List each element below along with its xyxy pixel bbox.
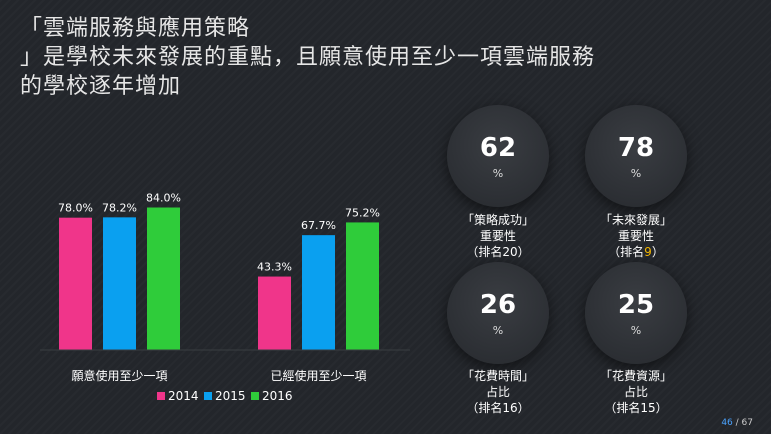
bar-2016-1 — [147, 207, 180, 350]
bar-2015-1 — [103, 217, 136, 350]
page-number: 46 / 67 — [721, 418, 753, 428]
title-line: 「雲端服務與應用策略 — [20, 16, 251, 41]
stat-rank: （排名20） — [466, 245, 530, 259]
stat-label: 「未來發展」 — [599, 213, 672, 227]
stat-caption-resources: 「花費資源」 占比 （排名15） — [566, 368, 706, 416]
data-label: 43.3% — [257, 261, 292, 274]
stat-unit: % — [492, 166, 504, 180]
stat-circle-resources: 25 % — [585, 262, 687, 364]
stat-label: 「花費資源」 — [599, 369, 672, 383]
stat-unit: % — [492, 323, 504, 337]
stat-value: 25 — [617, 289, 655, 320]
stat-label: 「花費時間」 — [461, 369, 534, 383]
legend-swatch — [157, 392, 165, 400]
stat-label: 「策略成功」 — [461, 213, 534, 227]
data-label: 84.0% — [146, 192, 181, 205]
stat-label: 重要性 — [617, 229, 654, 243]
data-label: 67.7% — [301, 219, 336, 232]
stat-value: 78 — [617, 132, 655, 163]
bar-2015-2 — [302, 235, 335, 350]
stat-unit: % — [630, 323, 642, 337]
legend-swatch — [251, 392, 259, 400]
stat-label: 占比 — [623, 385, 648, 399]
stat-label: 重要性 — [479, 229, 516, 243]
stat-circle-time: 26 % — [447, 262, 549, 364]
data-label: 78.0% — [58, 202, 93, 215]
stat-circle-future: 78 % — [585, 105, 687, 207]
stat-rank: （排名16） — [466, 401, 530, 415]
stat-caption-future: 「未來發展」 重要性 （排名9） — [566, 212, 706, 260]
bar-chart: 78.0% 78.2% 84.0% 願意使用至少一項 43.3% 67.7% 75.2% 已經… — [40, 192, 410, 403]
stat-label: 占比 — [485, 385, 510, 399]
page-title: 「雲端服務與應用策略 」是學校未來發展的重點，且願意使用至少一項雲端服務 的學校… — [20, 14, 760, 101]
stat-value: 26 — [479, 289, 517, 320]
bar-2014-1 — [59, 217, 92, 350]
legend-label: 2016 — [262, 389, 293, 403]
title-line: 的學校逐年增加 — [20, 74, 182, 99]
stat-rank: （排名9） — [608, 245, 664, 259]
stat-value: 62 — [479, 132, 517, 163]
stat-rank: （排名15） — [604, 401, 668, 415]
stat-caption-strategy: 「策略成功」 重要性 （排名20） — [428, 212, 568, 260]
legend-label: 2015 — [215, 389, 246, 403]
stat-circle-strategy: 62 % — [447, 105, 549, 207]
data-label: 75.2% — [345, 206, 380, 219]
stat-caption-time: 「花費時間」 占比 （排名16） — [428, 368, 568, 416]
bar-2016-2 — [346, 222, 379, 350]
stat-unit: % — [630, 166, 642, 180]
bar-2014-2 — [258, 276, 291, 350]
legend-label: 2014 — [168, 389, 199, 403]
category-label: 願意使用至少一項 — [71, 368, 167, 383]
data-label: 78.2% — [102, 201, 137, 214]
legend-swatch — [204, 392, 212, 400]
title-line: 」是學校未來發展的重點，且願意使用至少一項雲端服務 — [20, 45, 596, 70]
category-label: 已經使用至少一項 — [270, 368, 366, 383]
